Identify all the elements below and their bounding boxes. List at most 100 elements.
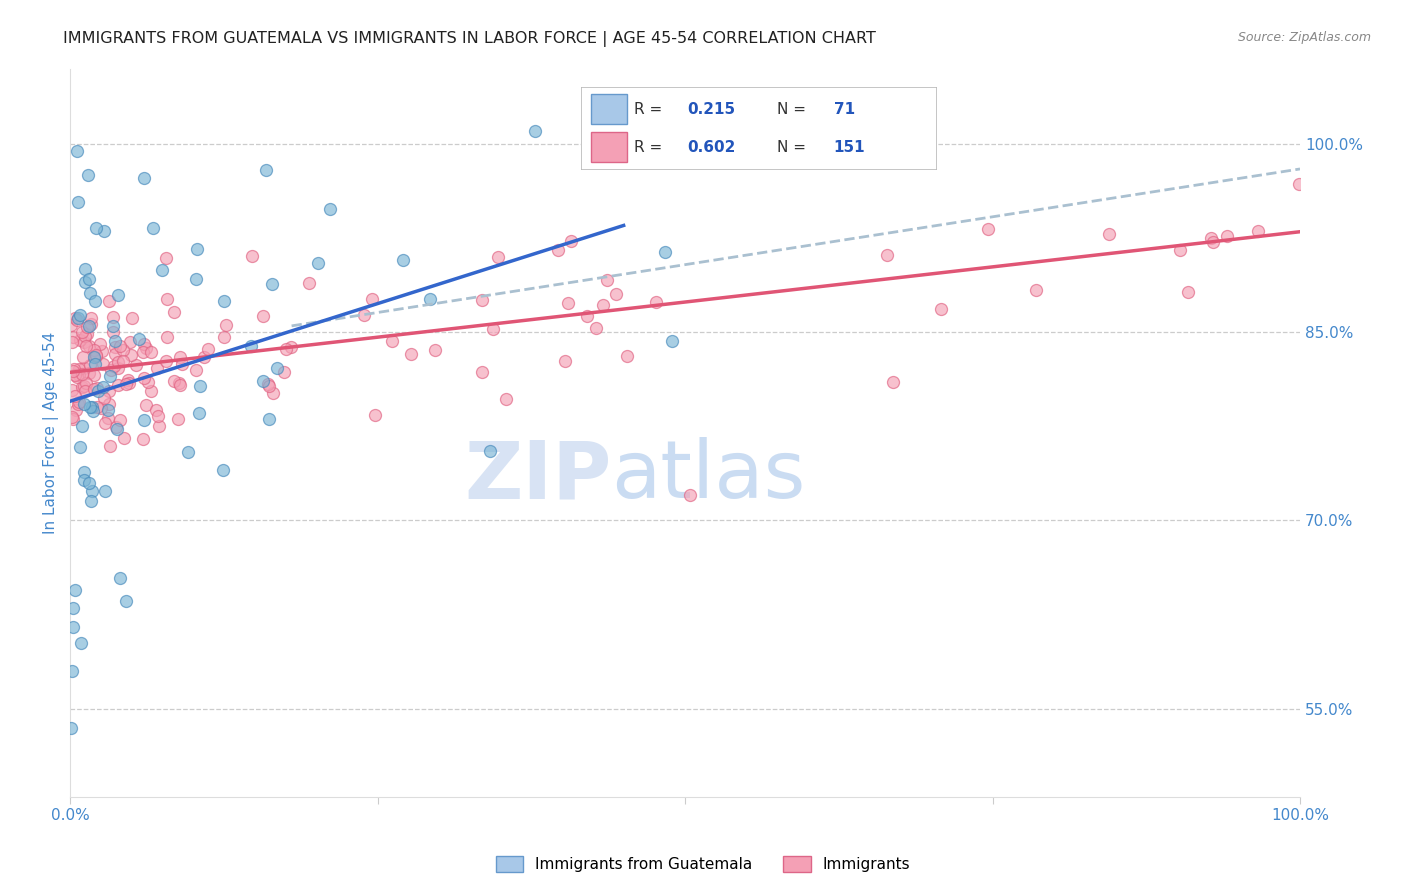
Point [84,349,107,363]
Point [73,360,96,375]
Point [104,347,127,361]
Point [94,483,117,498]
Point [479,444,502,458]
Point [931,302,953,317]
Point [84,348,107,362]
Point [141,221,163,235]
Point [79,359,101,373]
Point [139,345,162,359]
Point [105,422,128,436]
Point [86,381,108,395]
Point [1170,244,1192,258]
Point [115,593,138,607]
Point [212,293,235,308]
Point [486,250,509,264]
Point [257,379,280,393]
Point [977,222,1000,236]
Point [128,331,150,345]
Point [66,369,89,384]
Point [101,325,124,339]
Point [98,439,121,453]
Point [63,582,86,597]
Point [107,361,129,376]
Point [62,620,84,634]
Point [107,354,129,368]
Point [93,224,115,238]
Text: Source: ZipAtlas.com: Source: ZipAtlas.com [1237,31,1371,45]
Point [184,363,207,377]
Point [298,277,321,291]
Point [576,309,599,323]
Text: ZIP: ZIP [464,437,612,516]
Point [87,384,110,399]
Point [73,384,96,398]
Point [89,336,111,351]
Point [1202,235,1225,249]
Point [197,343,219,357]
Point [259,412,281,426]
Point [83,350,105,364]
Point [654,244,676,259]
Point [80,311,103,326]
Point [91,380,114,394]
Point [79,401,101,415]
Text: IMMIGRANTS FROM GUATEMALA VS IMMIGRANTS IN LABOR FORCE | AGE 45-54 CORRELATION C: IMMIGRANTS FROM GUATEMALA VS IMMIGRANTS … [63,31,876,47]
Point [392,252,415,267]
Point [110,571,132,585]
Point [661,334,683,348]
Point [121,310,143,325]
Point [77,319,100,334]
Point [353,308,375,322]
Point [69,308,91,322]
Point [62,364,84,378]
Point [471,365,494,379]
Point [252,309,274,323]
Point [83,382,105,396]
Point [155,354,177,368]
Point [1216,228,1239,243]
Point [82,404,104,418]
Point [560,235,582,249]
Point [132,345,155,359]
Point [98,384,121,398]
Point [100,363,122,377]
Point [1201,231,1223,245]
Point [188,379,211,393]
Point [108,413,131,427]
Point [616,349,638,363]
Point [65,403,87,417]
Point [97,411,120,425]
Point [280,340,302,354]
Text: atlas: atlas [612,437,806,516]
Point [86,221,108,235]
Point [547,243,569,257]
Point [419,292,441,306]
Point [266,360,288,375]
Point [156,293,179,307]
Point [73,262,96,277]
Point [73,397,96,411]
Point [60,335,83,350]
Point [170,357,193,371]
Point [83,343,105,358]
Point [62,601,84,615]
Point [60,664,83,678]
Point [72,473,94,487]
Point [260,277,283,292]
Point [66,397,89,411]
Point [605,287,627,301]
Point [77,338,100,352]
Point [876,248,898,262]
Point [62,329,84,343]
Point [77,272,100,286]
Point [105,419,128,434]
Point [66,310,89,325]
Point [98,369,121,384]
Point [152,263,174,277]
Point [471,293,494,307]
Point [69,635,91,649]
Point [1288,178,1310,192]
Point [156,330,179,344]
Point [1247,224,1270,238]
Point [592,298,614,312]
